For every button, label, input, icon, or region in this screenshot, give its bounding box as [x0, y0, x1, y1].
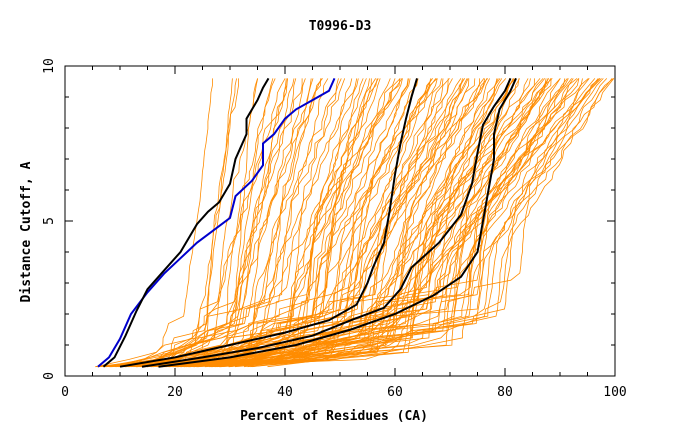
background-series-line	[116, 78, 469, 368]
background-series-line	[252, 78, 614, 368]
background-series-line	[169, 78, 578, 368]
background-series-line	[133, 78, 297, 368]
y-axis-ticks: 0 5 10	[42, 58, 615, 380]
background-series-line	[219, 78, 599, 368]
background-series-group	[95, 78, 615, 368]
background-series-line	[174, 78, 377, 368]
background-series-line	[95, 78, 288, 368]
highlight-series-black	[141, 77, 512, 368]
y-axis-label: Distance Cutoff, A	[19, 161, 34, 302]
x-tick-label: 100	[603, 385, 626, 400]
background-series-line	[114, 78, 276, 368]
highlight-series-group	[97, 77, 517, 368]
background-series-line	[147, 78, 601, 368]
background-series-line	[181, 78, 476, 368]
background-series-line	[125, 78, 437, 368]
background-series-line	[129, 78, 213, 368]
background-series-line	[147, 78, 237, 368]
x-tick-label: 40	[277, 385, 293, 400]
background-series-line	[123, 78, 346, 368]
background-series-line	[130, 78, 287, 368]
x-axis-label: Percent of Residues (CA)	[240, 409, 428, 424]
y-tick-label: 10	[42, 58, 57, 74]
background-series-line	[124, 78, 378, 368]
background-series-line	[165, 78, 450, 368]
background-series-line	[187, 78, 391, 368]
highlight-series-black	[119, 78, 418, 368]
background-series-line	[159, 78, 541, 368]
background-series-line	[136, 78, 498, 368]
background-series-line	[185, 78, 465, 368]
background-series-line	[97, 78, 312, 368]
background-series-line	[120, 78, 295, 368]
x-tick-label: 60	[387, 385, 403, 400]
background-series-line	[234, 78, 608, 368]
background-series-line	[211, 78, 601, 368]
background-series-line	[140, 78, 259, 368]
background-series-line	[142, 78, 529, 368]
highlight-series-blue	[97, 77, 336, 368]
background-series-line	[243, 78, 613, 368]
background-series-line	[109, 78, 322, 368]
background-series-line	[102, 78, 568, 368]
background-series-line	[228, 78, 552, 368]
highlight-series-black	[158, 77, 517, 368]
background-series-line	[250, 78, 615, 368]
background-series-line	[188, 78, 535, 368]
background-series-line	[146, 78, 322, 368]
background-series-line	[136, 78, 433, 368]
background-series-line	[214, 78, 596, 368]
background-series-line	[164, 78, 379, 368]
y-tick-label: 5	[42, 217, 57, 225]
background-series-line	[166, 78, 444, 368]
background-series-line	[219, 78, 579, 368]
background-series-line	[103, 78, 403, 368]
x-tick-label: 0	[61, 385, 69, 400]
background-series-line	[147, 78, 561, 368]
background-series-line	[183, 78, 549, 368]
background-series-line	[97, 78, 486, 368]
highlight-series-black	[102, 77, 270, 368]
chart-title: T0996-D3	[309, 19, 372, 34]
x-axis-ticks: 0 20 40 60 80 100	[61, 66, 627, 400]
background-series-line	[109, 78, 419, 368]
background-series-line	[95, 78, 358, 368]
background-series-line	[125, 78, 583, 368]
x-tick-label: 80	[497, 385, 513, 400]
background-series-line	[163, 78, 442, 368]
background-series-line	[118, 78, 353, 368]
background-series-line	[102, 78, 401, 368]
background-series-line	[161, 78, 553, 368]
background-series-line	[152, 78, 329, 368]
x-tick-label: 20	[167, 385, 183, 400]
background-series-line	[106, 78, 342, 368]
background-series-line	[189, 78, 589, 368]
background-series-line	[193, 78, 520, 368]
background-series-line	[160, 78, 359, 368]
background-series-line	[129, 78, 233, 368]
background-series-line	[119, 78, 546, 368]
background-series-line	[229, 78, 604, 368]
background-series-line	[172, 78, 367, 368]
background-series-line	[211, 78, 490, 368]
background-series-line	[111, 78, 286, 368]
background-series-line	[128, 78, 323, 368]
background-series-line	[110, 78, 303, 368]
background-series-line	[125, 78, 549, 368]
background-series-line	[184, 78, 544, 368]
y-tick-label: 0	[42, 372, 57, 380]
